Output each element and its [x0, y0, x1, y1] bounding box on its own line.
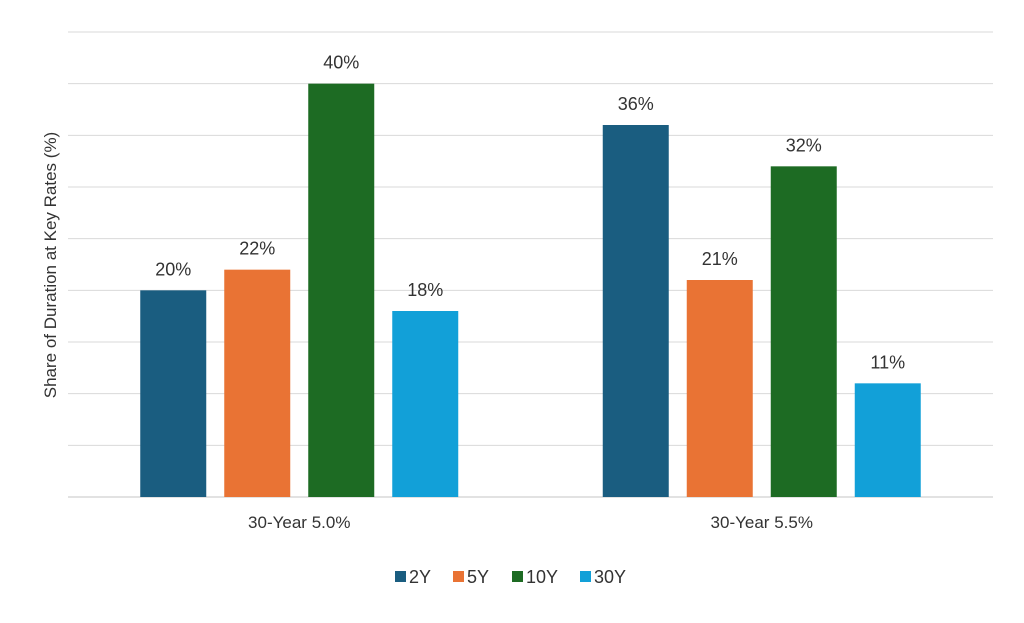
- data-label: 21%: [702, 249, 738, 269]
- data-label: 40%: [323, 53, 359, 73]
- category-label: 30-Year 5.5%: [711, 513, 813, 532]
- bar-5Y-0: [224, 269, 291, 497]
- category-label: 30-Year 5.0%: [248, 513, 350, 532]
- bar-30Y-1: [854, 383, 921, 497]
- legend-swatch-2Y: [395, 571, 406, 582]
- legend-swatch-10Y: [512, 571, 523, 582]
- data-label: 18%: [407, 280, 443, 300]
- bar-5Y-1: [686, 280, 753, 497]
- data-label: 22%: [239, 239, 275, 259]
- data-label: 20%: [155, 259, 191, 279]
- data-label: 11%: [870, 352, 905, 372]
- legend-label: 2Y: [409, 567, 431, 587]
- legend-label: 10Y: [526, 567, 558, 587]
- bar-30Y-0: [392, 311, 459, 497]
- legend-label: 30Y: [594, 567, 626, 587]
- y-axis-label: Share of Duration at Key Rates (%): [41, 132, 60, 398]
- data-label: 32%: [786, 135, 822, 155]
- legend-label: 5Y: [467, 567, 489, 587]
- legend-swatch-5Y: [453, 571, 464, 582]
- legend: 2Y 5Y 10Y 30Y: [395, 567, 626, 587]
- bar-2Y-1: [602, 125, 669, 497]
- category-labels: 30-Year 5.0% 30-Year 5.5%: [248, 513, 813, 532]
- bar-2Y-0: [140, 290, 207, 497]
- bar-10Y-1: [770, 166, 837, 498]
- gridlines: [68, 31, 993, 498]
- data-label: 36%: [618, 94, 654, 114]
- bar-10Y-0: [308, 83, 375, 498]
- legend-swatch-30Y: [580, 571, 591, 582]
- data-labels: 20% 22% 40% 18% 36% 21% 32% 11%: [155, 53, 905, 373]
- bars: [140, 83, 921, 498]
